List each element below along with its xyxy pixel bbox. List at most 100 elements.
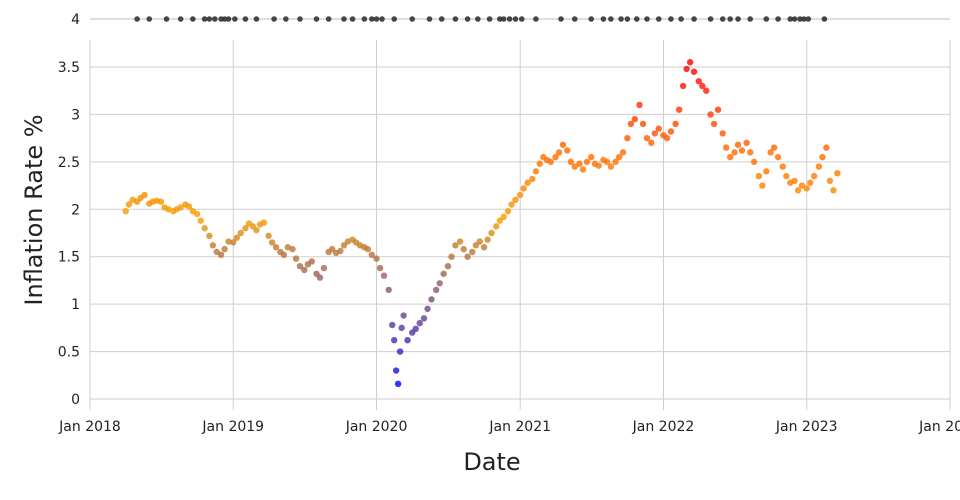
rug-mark bbox=[379, 16, 385, 22]
data-point bbox=[699, 82, 706, 90]
data-point bbox=[834, 170, 841, 177]
data-point bbox=[253, 226, 260, 234]
data-point bbox=[695, 78, 702, 85]
y-tick-label: 3 bbox=[71, 107, 80, 123]
rug-mark bbox=[735, 16, 741, 22]
rug-mark bbox=[369, 16, 375, 22]
data-point bbox=[774, 153, 782, 161]
tick-labels: 0 0.5 1 1.5 2 2.5 3 3.5 Jan 2018 Jan 2019 Jan 2020… bbox=[58, 12, 960, 435]
data-point bbox=[308, 258, 315, 265]
rug-mark bbox=[624, 16, 631, 22]
rug-tick-label: 4 bbox=[71, 12, 80, 28]
data-point bbox=[719, 130, 726, 137]
rug-mark bbox=[805, 16, 812, 22]
data-point bbox=[464, 253, 471, 260]
x-tick-label: Jan 2019 bbox=[201, 419, 264, 435]
data-point bbox=[436, 280, 443, 287]
rug-mark bbox=[533, 16, 539, 22]
data-point bbox=[826, 177, 834, 185]
rug-mark bbox=[297, 16, 303, 22]
data-point bbox=[559, 141, 567, 148]
data-point bbox=[731, 149, 738, 156]
data-point bbox=[385, 286, 392, 294]
data-point bbox=[265, 232, 272, 240]
data-point bbox=[504, 207, 512, 215]
data-point bbox=[807, 179, 814, 186]
rug-mark bbox=[763, 16, 770, 22]
data-point bbox=[456, 238, 464, 245]
data-point bbox=[588, 153, 595, 161]
data-point bbox=[583, 158, 591, 166]
data-point bbox=[643, 134, 651, 142]
data-point bbox=[373, 255, 380, 262]
rug-mark bbox=[177, 16, 184, 22]
rug-mark bbox=[655, 16, 662, 22]
data-point bbox=[655, 125, 662, 132]
data-point bbox=[122, 207, 129, 215]
data-point bbox=[268, 239, 276, 246]
data-point bbox=[185, 203, 193, 210]
rug-mark bbox=[452, 16, 459, 22]
data-point bbox=[707, 111, 714, 118]
rug-mark bbox=[727, 16, 733, 22]
data-point bbox=[201, 225, 208, 232]
data-point bbox=[416, 319, 423, 327]
rug-mark bbox=[496, 16, 503, 22]
y-tick-label: 3.5 bbox=[58, 60, 80, 76]
x-tick-label: Jan 2021 bbox=[488, 419, 551, 435]
data-point bbox=[743, 139, 750, 147]
data-point bbox=[508, 201, 515, 208]
data-point bbox=[579, 166, 587, 173]
data-point bbox=[675, 106, 683, 113]
data-point bbox=[390, 336, 398, 344]
data-point bbox=[710, 120, 718, 128]
rug-mark bbox=[678, 16, 684, 22]
data-point bbox=[723, 144, 730, 151]
data-point bbox=[221, 245, 228, 253]
rug-mark bbox=[668, 16, 674, 22]
data-point bbox=[197, 217, 204, 224]
data-point bbox=[368, 251, 376, 259]
rug-mark bbox=[134, 16, 140, 22]
data-point bbox=[488, 229, 495, 237]
data-point bbox=[460, 245, 467, 253]
data-point bbox=[398, 324, 405, 332]
rug-mark bbox=[146, 16, 153, 22]
y-tick-label: 1 bbox=[71, 297, 80, 313]
data-point bbox=[404, 336, 411, 344]
rug-mark bbox=[500, 16, 507, 22]
data-point bbox=[564, 147, 571, 154]
y-tick-label: 1.5 bbox=[58, 250, 80, 266]
rug-mark bbox=[747, 16, 754, 22]
data-point bbox=[803, 185, 810, 192]
data-point bbox=[759, 182, 766, 189]
data-point bbox=[770, 144, 778, 151]
rug-mark bbox=[475, 16, 481, 22]
data-point bbox=[209, 242, 217, 249]
data-point bbox=[794, 187, 802, 194]
data-point bbox=[767, 149, 774, 156]
data-point bbox=[819, 153, 826, 161]
data-point bbox=[512, 196, 519, 203]
data-point bbox=[141, 191, 148, 199]
rug-mark bbox=[438, 16, 445, 22]
data-point bbox=[389, 321, 396, 329]
data-point bbox=[750, 158, 758, 166]
data-point bbox=[424, 305, 431, 313]
data-point bbox=[380, 272, 388, 279]
rug-mark bbox=[801, 16, 807, 22]
data-point bbox=[810, 172, 818, 180]
rug-mark bbox=[821, 16, 828, 22]
data-point bbox=[296, 263, 304, 270]
data-point bbox=[576, 160, 583, 167]
data-point bbox=[520, 185, 527, 192]
rug-mark bbox=[163, 16, 170, 22]
data-point bbox=[469, 248, 476, 256]
data-point bbox=[316, 274, 324, 281]
data-point bbox=[394, 380, 402, 388]
rug-mark bbox=[271, 16, 277, 22]
rug-mark bbox=[391, 16, 397, 22]
rug-mark bbox=[512, 16, 519, 22]
rug-mark bbox=[426, 16, 433, 22]
